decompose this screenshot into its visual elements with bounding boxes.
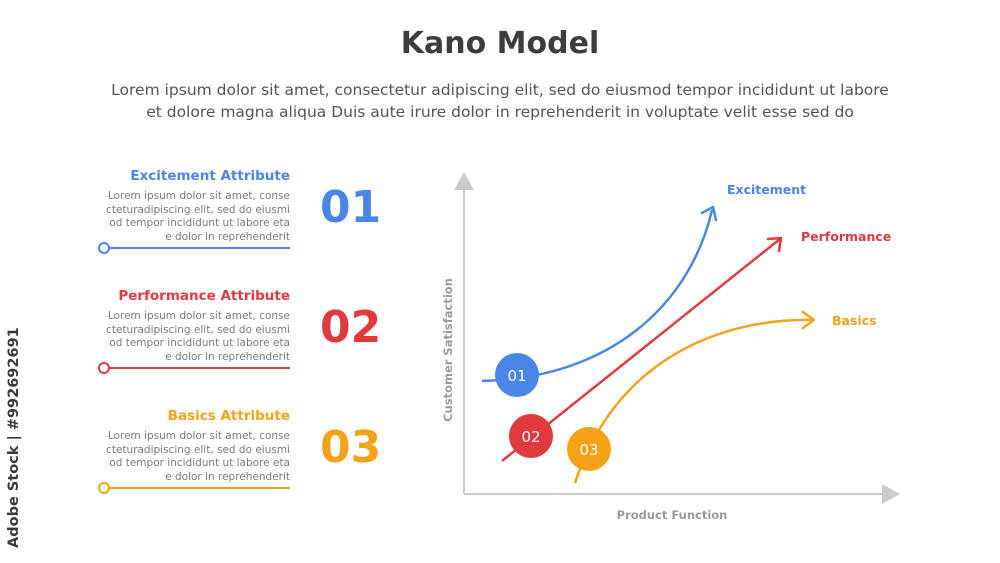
attribute-number: 01 <box>320 182 382 233</box>
curve-marker-01 <box>495 353 539 397</box>
page-subtitle: Lorem ipsum dolor sit amet, consectetur … <box>30 79 970 123</box>
desc-line: od tempor incididunt ut labore eta <box>109 337 290 350</box>
excitement-arrowhead <box>700 205 718 222</box>
desc-line: cteturadipiscing elit, sed do eiusmi <box>106 443 290 456</box>
curve-marker-02 <box>509 414 553 458</box>
basics-curve <box>573 318 814 484</box>
attribute-line <box>100 367 290 369</box>
attribute-line <box>100 487 290 489</box>
desc-line: od tempor incididunt ut labore eta <box>109 457 290 470</box>
curve-label-excitement: Excitement <box>727 182 806 197</box>
attribute-description: Lorem ipsum dolor sit amet, conse ctetur… <box>105 310 290 364</box>
x-axis-arrowhead <box>882 484 900 504</box>
x-axis-label: Product Function <box>617 508 728 522</box>
performance-arrowhead <box>766 236 783 253</box>
desc-line: e dolor in reprehenderit <box>165 230 290 243</box>
attribute-name: Excitement Attribute <box>130 168 290 184</box>
basics-arrowhead <box>801 310 816 330</box>
desc-line: cteturadipiscing elit, sed do eiusmi <box>106 323 290 336</box>
stock-watermark: Adobe Stock | #992692691 <box>6 327 22 548</box>
attribute-line <box>100 247 290 249</box>
subtitle-line-1: Lorem ipsum dolor sit amet, consectetur … <box>111 81 889 99</box>
curve-label-performance: Performance <box>801 229 891 244</box>
y-axis-arrowhead <box>454 172 474 190</box>
attribute-number: 02 <box>320 302 382 353</box>
attribute-number: 03 <box>320 422 382 473</box>
desc-line: Lorem ipsum dolor sit amet, conse <box>107 310 290 322</box>
desc-line: od tempor incididunt ut labore eta <box>109 217 290 230</box>
desc-line: cteturadipiscing elit, sed do eiusmi <box>106 203 290 216</box>
page-title: Kano Model <box>400 26 600 61</box>
curve-marker-03-label: 03 <box>579 441 598 459</box>
attribute-name: Basics Attribute <box>167 408 290 424</box>
desc-line: e dolor in reprehenderit <box>165 350 290 363</box>
curve-label-basics: Basics <box>832 313 877 328</box>
curve-marker-02-label: 02 <box>521 428 540 446</box>
subtitle-line-2: et dolore magna aliqua Duis aute irure d… <box>146 103 854 121</box>
curve-marker-03 <box>567 427 611 471</box>
y-axis-label: Customer Satisfaction <box>441 278 455 422</box>
desc-line: Lorem ipsum dolor sit amet, conse <box>107 190 290 202</box>
attribute-line-dot <box>98 362 110 374</box>
attribute-name: Performance Attribute <box>118 288 290 304</box>
attribute-description: Lorem ipsum dolor sit amet, conse ctetur… <box>105 190 290 244</box>
attribute-line-dot <box>98 242 110 254</box>
desc-line: e dolor in reprehenderit <box>165 470 290 483</box>
curve-marker-01-label: 01 <box>507 367 526 385</box>
attribute-line-dot <box>98 482 110 494</box>
desc-line: Lorem ipsum dolor sit amet, conse <box>107 430 290 442</box>
attribute-description: Lorem ipsum dolor sit amet, conse ctetur… <box>105 430 290 484</box>
